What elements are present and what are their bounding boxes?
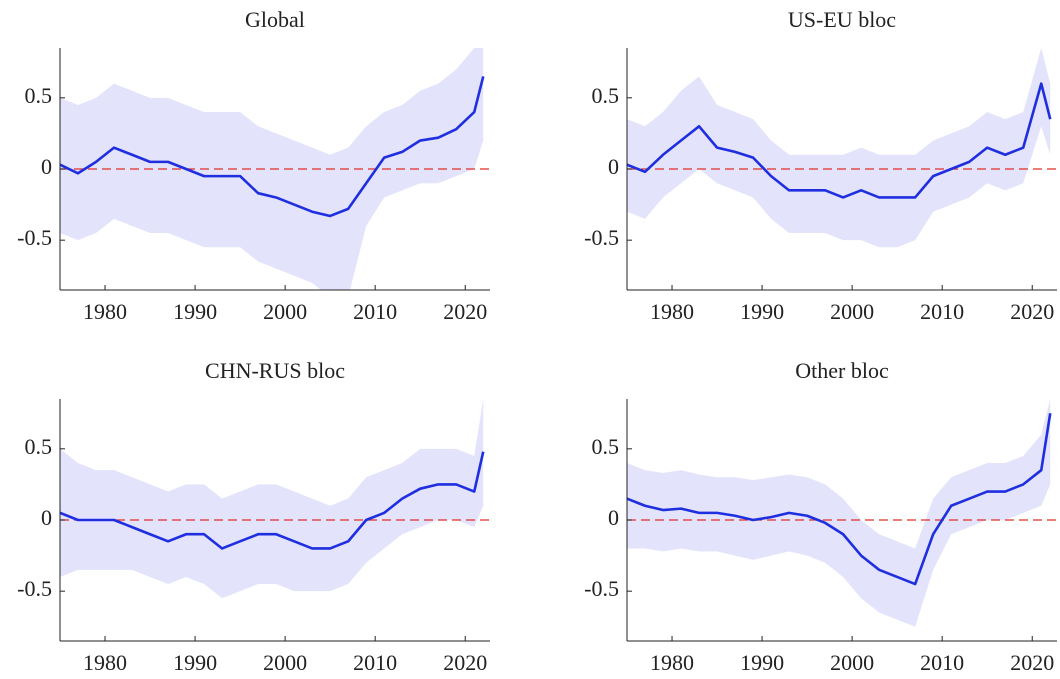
y-tick-label: 0 <box>41 154 52 179</box>
confidence-band <box>627 48 1051 248</box>
x-tick-label: 2000 <box>263 650 307 675</box>
subplot: -0.5 0 0.5 1980 1990 2000 2010 2020 Global <box>17 7 490 324</box>
x-tick-label: 1990 <box>173 299 217 324</box>
series-line <box>60 76 485 218</box>
x-tick-label: 2020 <box>1010 299 1054 324</box>
y-tick-label: -0.5 <box>584 576 619 601</box>
y-tick-label: 0.5 <box>592 434 620 459</box>
y-tick-label: 0 <box>41 505 52 530</box>
y-tick-label: 0.5 <box>592 83 620 108</box>
y-tick-label: 0.5 <box>25 83 53 108</box>
subplot: -0.5 0 0.5 1980 1990 2000 2010 2020 US-EU bloc <box>584 7 1057 324</box>
series-line <box>60 451 485 550</box>
x-tick-label: 2000 <box>830 299 874 324</box>
subplot-title: Other bloc <box>795 358 889 383</box>
x-tick-label: 1980 <box>650 299 694 324</box>
x-tick-label: 1980 <box>650 650 694 675</box>
subplot: -0.5 0 0.5 1980 1990 2000 2010 2020 Other bloc <box>584 358 1057 675</box>
x-tick-label: 1990 <box>173 650 217 675</box>
confidence-band <box>60 399 484 599</box>
y-tick-label: 0 <box>608 505 619 530</box>
x-tick-label: 2010 <box>353 299 397 324</box>
y-tick-label: -0.5 <box>17 225 52 250</box>
x-tick-label: 2010 <box>920 650 964 675</box>
subplot-title: US-EU bloc <box>788 7 896 32</box>
series-line <box>627 413 1052 586</box>
plot-area <box>60 48 490 290</box>
x-tick-label: 2000 <box>263 299 307 324</box>
x-tick-label: 2010 <box>920 299 964 324</box>
x-tick-label: 1990 <box>740 299 784 324</box>
x-tick-label: 2010 <box>353 650 397 675</box>
x-tick-label: 1990 <box>740 650 784 675</box>
x-tick-label: 2020 <box>443 299 487 324</box>
subplot-title: CHN-RUS bloc <box>205 358 345 383</box>
confidence-band <box>60 48 484 290</box>
x-tick-label: 1980 <box>83 650 127 675</box>
series-line <box>627 82 1052 199</box>
plot-area <box>60 399 490 599</box>
plot-area <box>627 48 1057 248</box>
subplot: -0.5 0 0.5 1980 1990 2000 2010 2020 CHN-RUS bloc <box>17 358 490 675</box>
plot-area <box>627 399 1057 627</box>
confidence-band <box>627 399 1051 627</box>
y-tick-label: -0.5 <box>584 225 619 250</box>
x-tick-label: 1980 <box>83 299 127 324</box>
x-tick-label: 2020 <box>1010 650 1054 675</box>
y-tick-label: -0.5 <box>17 576 52 601</box>
y-tick-label: 0.5 <box>25 434 53 459</box>
x-tick-label: 2020 <box>443 650 487 675</box>
x-tick-label: 2000 <box>830 650 874 675</box>
subplot-title: Global <box>245 7 305 32</box>
y-tick-label: 0 <box>608 154 619 179</box>
